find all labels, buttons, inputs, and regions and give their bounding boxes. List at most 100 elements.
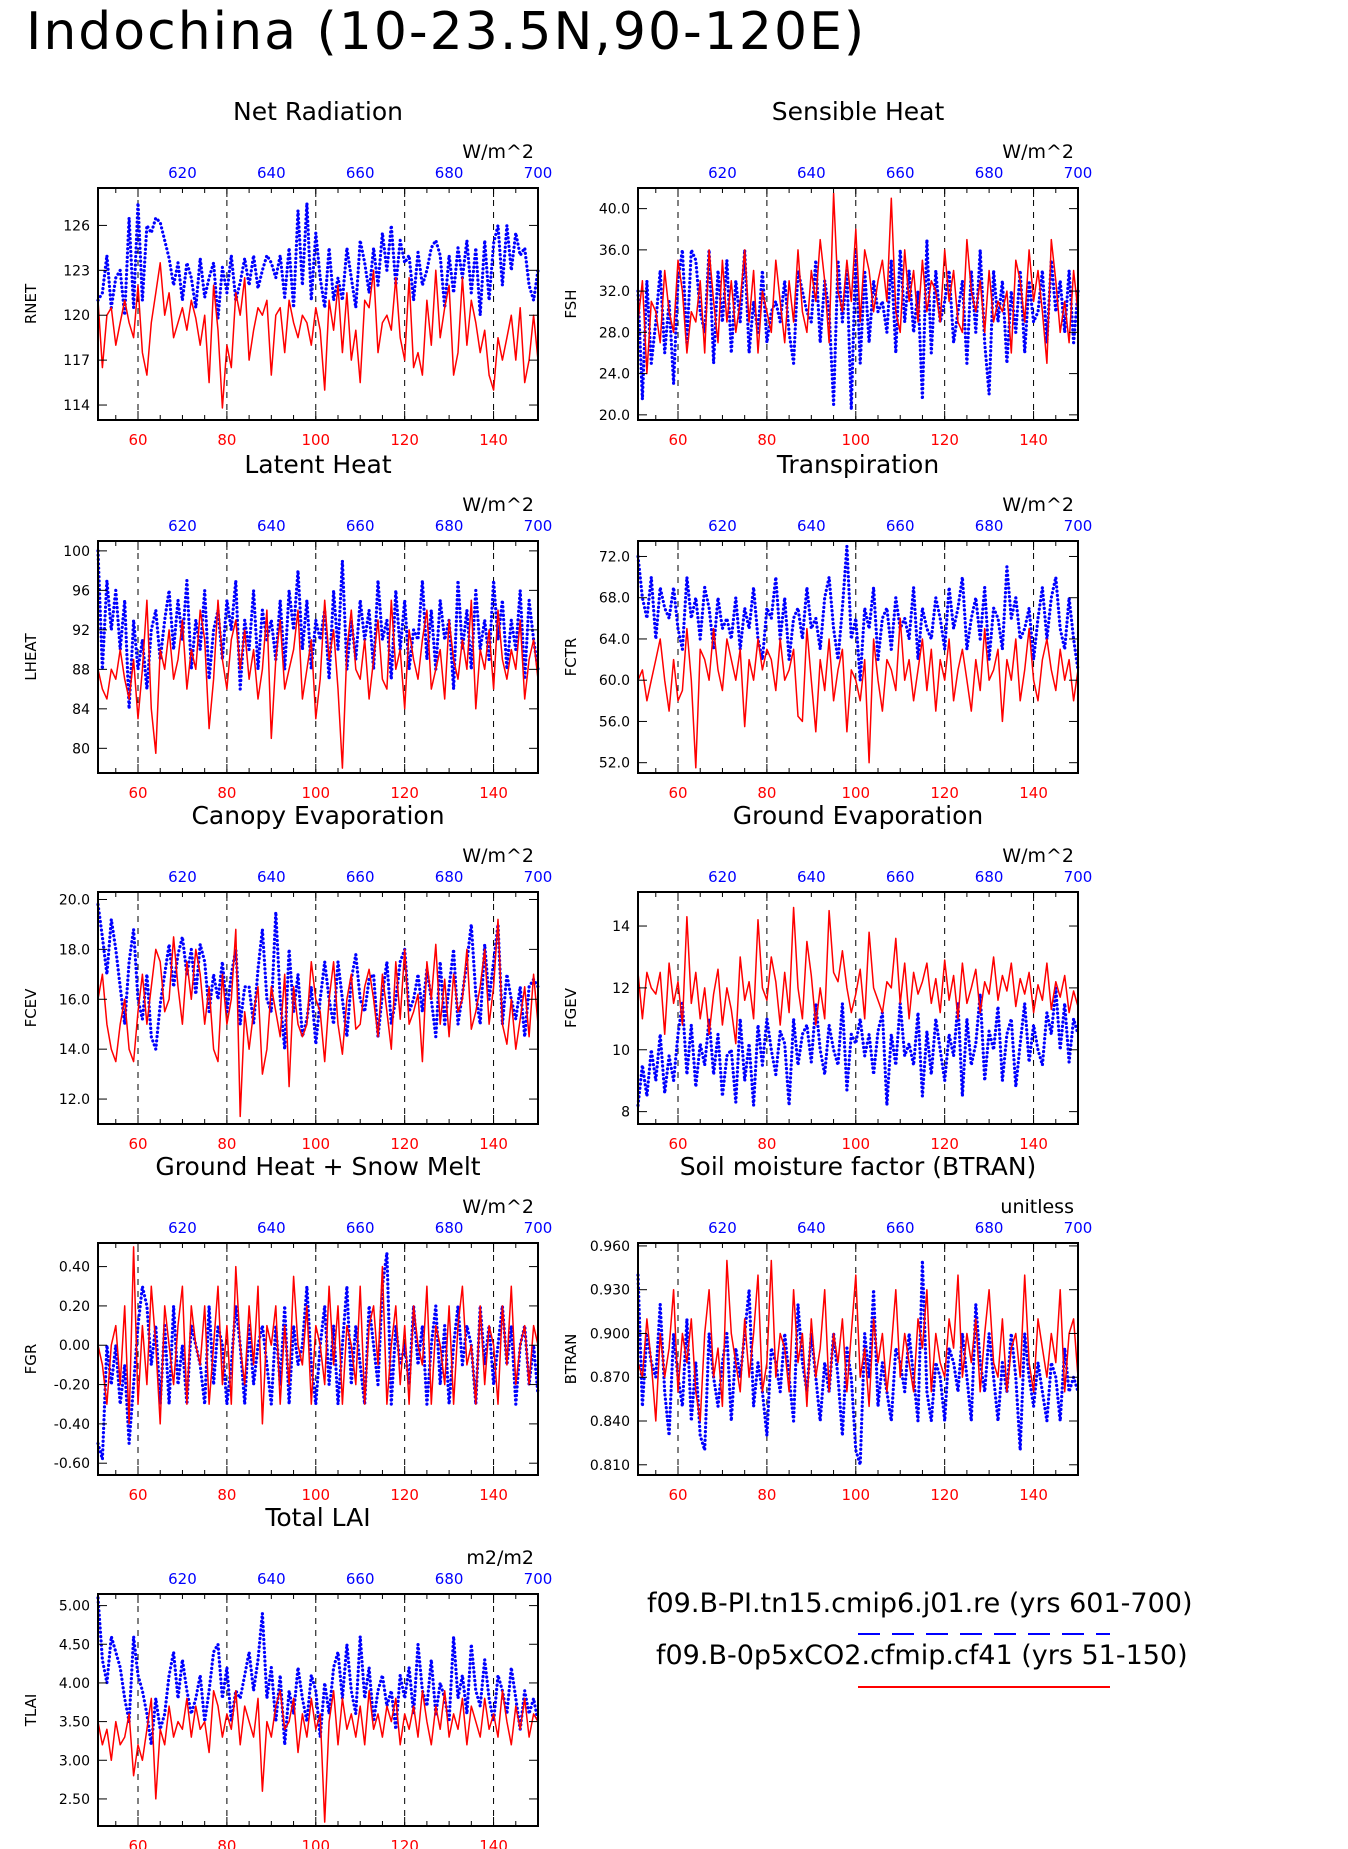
x-tick-label-bottom: 100 <box>841 1135 870 1153</box>
y-tick-label: 20.0 <box>59 892 90 908</box>
x-tick-label-top: 660 <box>886 1219 915 1237</box>
page-title: Indochina (10-23.5N,90-120E) <box>26 2 867 62</box>
plot-frame <box>637 187 1079 421</box>
units-label: W/m^2 <box>1002 494 1074 516</box>
units-label: W/m^2 <box>462 141 534 163</box>
legend-experiment-label: f09.B-0p5xCO2.cfmip.cf41 (yrs 51-150) <box>656 1640 1188 1671</box>
y-tick-label: 120 <box>63 308 90 324</box>
series-line-experiment <box>97 262 539 409</box>
x-tick-label-top: 680 <box>435 1219 464 1237</box>
y-axis-label: FCTR <box>562 638 580 677</box>
series-line-control <box>96 1596 540 1747</box>
y-tick-label: 24.0 <box>599 367 630 383</box>
series-line-experiment <box>97 1689 539 1823</box>
plot-frame <box>97 1242 539 1476</box>
x-tick-label-bottom: 120 <box>930 431 959 449</box>
x-tick-label-bottom: 80 <box>217 1486 236 1504</box>
chart-panel: Canopy Evaporation W/m^2 FCEV 60 80 100 120 140… <box>22 801 552 1153</box>
y-axis-label: TLAI <box>22 1694 40 1728</box>
series-line-control <box>96 201 540 320</box>
x-tick-label-bottom: 80 <box>757 431 776 449</box>
x-tick-label-bottom: 80 <box>757 1135 776 1153</box>
y-tick-label: 10 <box>612 1043 630 1059</box>
x-tick-label-bottom: 140 <box>479 1486 508 1504</box>
x-tick-label-bottom: 60 <box>128 784 147 802</box>
y-tick-label: 60.0 <box>599 673 630 689</box>
x-tick-label-bottom: 120 <box>390 1837 419 1849</box>
plot-frame <box>97 187 539 421</box>
x-tick-label-top: 640 <box>257 1219 286 1237</box>
y-tick-label: 0.870 <box>590 1370 630 1386</box>
y-axis-label: FSH <box>562 289 580 318</box>
x-tick-label-top: 660 <box>886 868 915 886</box>
y-tick-label: 84 <box>72 702 90 718</box>
x-tick-label-bottom: 60 <box>128 1486 147 1504</box>
x-tick-label-top: 680 <box>435 1570 464 1588</box>
x-tick-label-bottom: 60 <box>668 1135 687 1153</box>
units-label: unitless <box>1000 1196 1074 1218</box>
x-tick-label-top: 660 <box>886 164 915 182</box>
x-tick-label-top: 660 <box>346 1219 375 1237</box>
units-label: W/m^2 <box>1002 141 1074 163</box>
legend-control-swatch <box>858 1633 1110 1635</box>
series-line-control <box>636 238 1080 412</box>
y-tick-label: 80 <box>72 741 90 757</box>
y-tick-label: 14 <box>612 919 630 935</box>
chart-title: Ground Heat + Snow Melt <box>155 1152 480 1181</box>
x-tick-label-bottom: 100 <box>841 431 870 449</box>
chart-panel: Transpiration W/m^2 FCTR 60 80 100 120 140 620 64… <box>562 450 1092 802</box>
x-tick-label-top: 700 <box>524 164 553 182</box>
x-tick-label-bottom: 120 <box>390 784 419 802</box>
y-tick-label: 92 <box>72 623 90 639</box>
x-tick-label-bottom: 140 <box>479 1135 508 1153</box>
x-tick-label-top: 680 <box>435 868 464 886</box>
x-tick-label-top: 660 <box>886 517 915 535</box>
x-tick-label-bottom: 60 <box>668 784 687 802</box>
units-label: W/m^2 <box>1002 845 1074 867</box>
x-tick-label-top: 620 <box>708 1219 737 1237</box>
x-tick-label-bottom: 100 <box>841 1486 870 1504</box>
x-tick-label-bottom: 80 <box>217 431 236 449</box>
x-tick-label-bottom: 100 <box>301 784 330 802</box>
y-tick-label: 100 <box>63 544 90 560</box>
chart-panel: Ground Heat + Snow Melt W/m^2 FGR 60 80 100 12… <box>22 1152 552 1504</box>
x-tick-label-top: 660 <box>346 517 375 535</box>
x-tick-label-top: 680 <box>975 517 1004 535</box>
x-tick-label-bottom: 120 <box>930 1486 959 1504</box>
x-tick-label-top: 680 <box>975 1219 1004 1237</box>
x-tick-label-top: 680 <box>435 517 464 535</box>
y-tick-label: 28.0 <box>599 325 630 341</box>
x-tick-label-bottom: 80 <box>757 784 776 802</box>
x-tick-label-bottom: 60 <box>128 1837 147 1849</box>
chart-title: Transpiration <box>776 450 939 479</box>
chart-title: Total LAI <box>264 1503 370 1532</box>
plot-frame <box>97 540 539 774</box>
y-tick-label: 88 <box>72 662 90 678</box>
y-tick-label: 126 <box>63 218 90 234</box>
x-tick-label-bottom: 120 <box>930 1135 959 1153</box>
x-tick-label-top: 680 <box>975 868 1004 886</box>
y-tick-label: 4.50 <box>59 1637 90 1653</box>
y-tick-label: 12.0 <box>59 1092 90 1108</box>
x-tick-label-bottom: 100 <box>301 431 330 449</box>
y-axis-label: RNET <box>22 283 40 324</box>
y-tick-label: 8 <box>621 1105 630 1121</box>
legend-control-label: f09.B-PI.tn15.cmip6.j01.re (yrs 601-700) <box>647 1588 1193 1619</box>
series-line-control <box>636 544 1080 682</box>
y-tick-label: -0.60 <box>54 1456 90 1472</box>
x-tick-label-bottom: 120 <box>930 784 959 802</box>
y-tick-label: 56.0 <box>599 714 630 730</box>
series-line-control <box>636 1258 1080 1467</box>
x-tick-label-top: 700 <box>524 1570 553 1588</box>
y-tick-label: 72.0 <box>599 549 630 565</box>
chart-panel: Soil moisture factor (BTRAN) unitless BTRA… <box>562 1152 1092 1504</box>
chart-title: Latent Heat <box>244 450 392 479</box>
units-label: W/m^2 <box>462 845 534 867</box>
y-tick-label: 3.50 <box>59 1715 90 1731</box>
x-tick-label-top: 620 <box>708 164 737 182</box>
chart-panel: Net Radiation W/m^2 RNET 60 80 100 120 140 620 64… <box>22 97 552 449</box>
y-tick-label: 0.930 <box>590 1283 630 1299</box>
x-tick-label-top: 620 <box>168 164 197 182</box>
plot-frame <box>637 1242 1079 1476</box>
